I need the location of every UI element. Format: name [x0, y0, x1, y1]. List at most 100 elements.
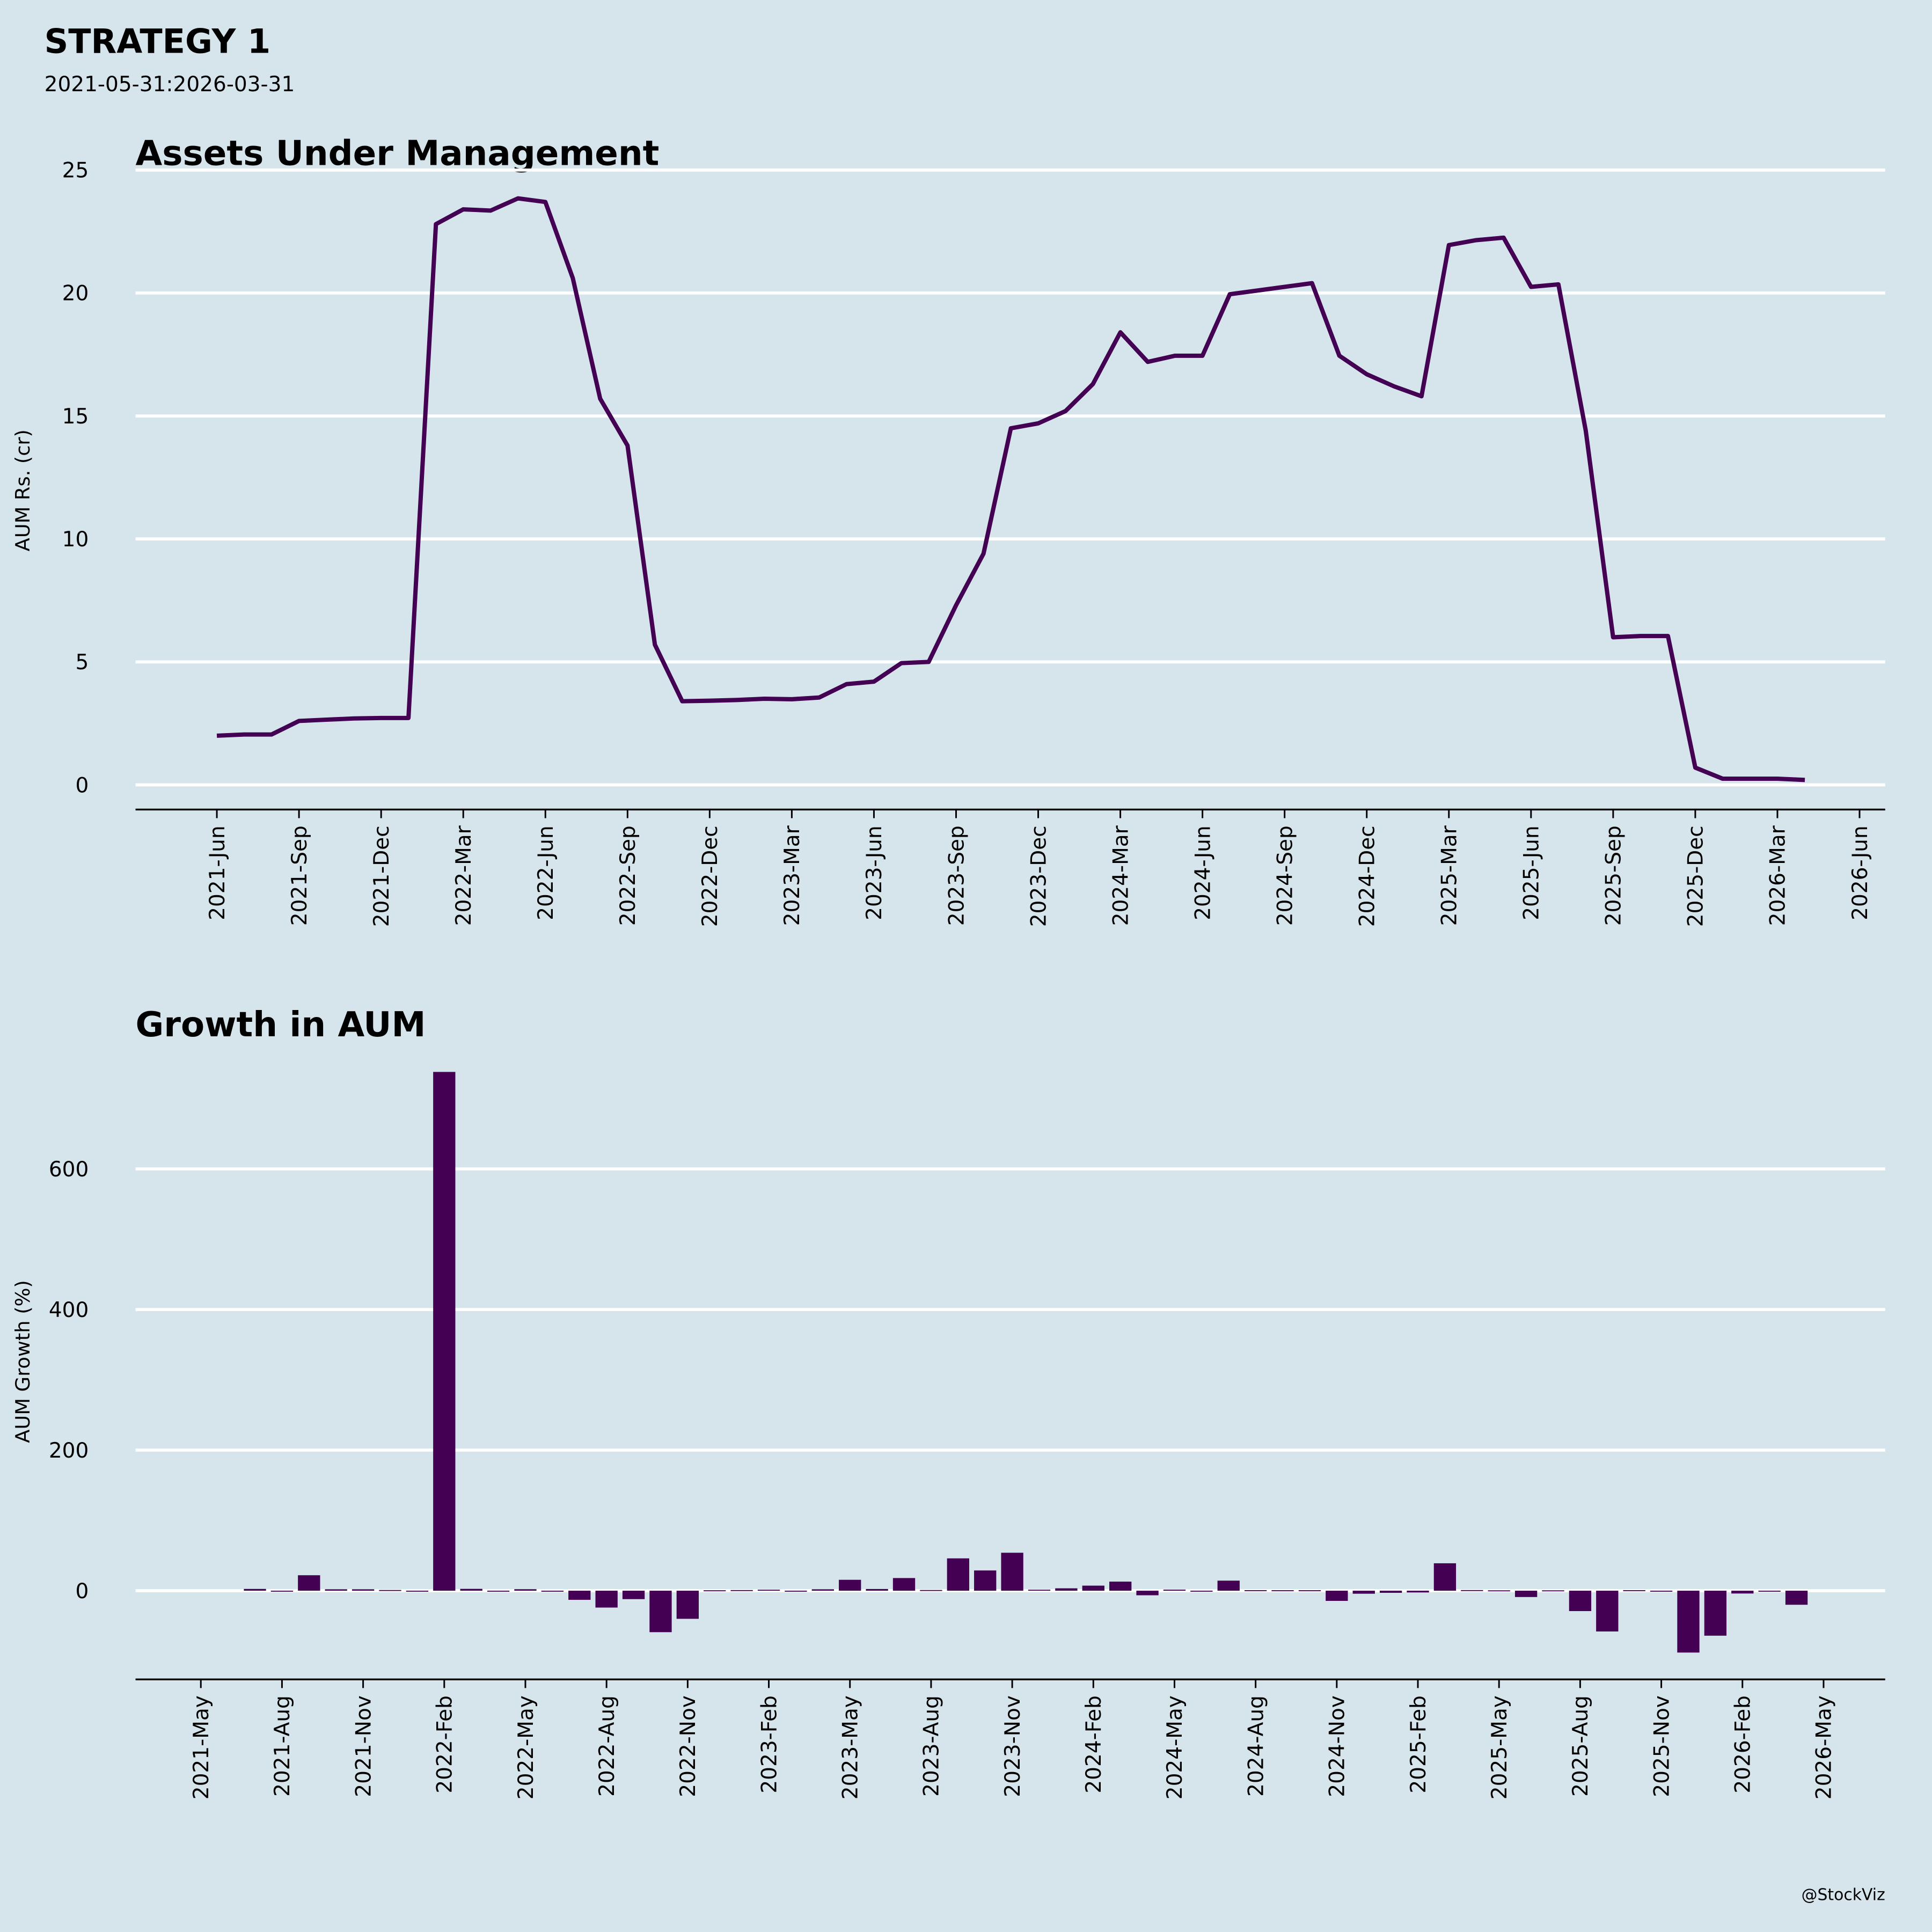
growth-bar: [1650, 1591, 1673, 1592]
y-tick-label: 25: [62, 159, 89, 183]
y-tick-label: 400: [49, 1298, 89, 1322]
x-tick-label: 2023-Aug: [920, 1695, 944, 1797]
growth-bar: [1190, 1591, 1213, 1592]
growth-bar: [785, 1591, 807, 1592]
growth-bar: [839, 1579, 861, 1591]
x-tick-label: 2025-Mar: [1438, 825, 1462, 926]
growth-bar: [1596, 1591, 1619, 1632]
x-tick-label: 2022-Nov: [676, 1695, 700, 1797]
growth-bar: [1623, 1590, 1645, 1591]
x-tick-label: 2021-Sep: [288, 825, 312, 926]
growth-bar: [1407, 1591, 1429, 1593]
x-tick-label: 2026-Feb: [1731, 1695, 1755, 1793]
x-tick-label: 2024-Feb: [1082, 1695, 1106, 1793]
x-tick-label: 2025-Nov: [1650, 1695, 1674, 1797]
growth-bar: [1542, 1590, 1564, 1592]
x-tick-label: 2021-Jun: [206, 825, 230, 920]
x-tick-label: 2025-Aug: [1569, 1695, 1593, 1797]
growth-bar: [811, 1589, 834, 1591]
growth-bar: [1271, 1590, 1294, 1591]
x-tick-label: 2022-Jun: [534, 825, 558, 920]
growth-bar: [270, 1591, 294, 1592]
growth-bar: [568, 1591, 591, 1600]
x-tick-label: 2024-Jun: [1191, 825, 1215, 920]
x-tick-label: 2024-Mar: [1109, 825, 1133, 926]
growth-bar: [757, 1590, 780, 1591]
x-tick-label: 2021-Nov: [352, 1695, 376, 1797]
growth-bar: [1514, 1591, 1538, 1597]
growth-bar: [1326, 1591, 1348, 1601]
growth-bar: [1082, 1585, 1104, 1591]
x-tick-label: 2023-Dec: [1027, 825, 1051, 927]
growth-bar: [1055, 1588, 1078, 1591]
growth-bar: [947, 1558, 969, 1591]
growth-bar: [406, 1591, 429, 1592]
growth-chart: 0 200 400 600 2021-May 2021-Aug 2021-Nov 2022-F…: [49, 1072, 1885, 1799]
growth-bar: [1433, 1563, 1457, 1591]
growth-bar: [892, 1578, 916, 1591]
aum-line: [216, 196, 1805, 782]
page-subtitle: 2021-05-31:2026-03-31: [45, 72, 295, 97]
x-tick-label: 2022-Sep: [616, 825, 640, 926]
chart-title-growth: Growth in AUM: [136, 1005, 426, 1045]
x-tick-label: 2024-Dec: [1356, 825, 1380, 927]
x-tick-label: 2023-May: [839, 1695, 863, 1799]
growth-bar: [1461, 1590, 1483, 1591]
credit: @StockViz: [1802, 1885, 1885, 1904]
growth-bar: [487, 1591, 510, 1592]
x-tick-label: 2022-Mar: [452, 825, 476, 926]
growth-bar: [1244, 1590, 1267, 1591]
y-tick-label: 0: [75, 1579, 89, 1604]
x-tick-label: 2025-Jun: [1520, 825, 1544, 920]
growth-bar: [298, 1575, 320, 1591]
growth-bar: [1731, 1591, 1754, 1594]
y-tick-label: 5: [75, 650, 89, 675]
growth-bar: [1136, 1591, 1159, 1596]
growth-bar: [460, 1589, 482, 1591]
growth-bar: [649, 1591, 672, 1633]
growth-bar: [676, 1591, 699, 1619]
growth-bar: [622, 1591, 645, 1599]
x-tick-label: 2024-Nov: [1326, 1695, 1350, 1797]
x-tick-label: 2025-Feb: [1407, 1695, 1431, 1793]
x-tick-label: 2026-Jun: [1848, 825, 1872, 920]
x-tick-label: 2026-May: [1812, 1695, 1836, 1799]
x-tick-label: 2023-Nov: [1001, 1695, 1025, 1797]
growth-bar: [866, 1589, 888, 1591]
x-tick-label: 2023-Sep: [945, 825, 969, 926]
growth-bar: [1677, 1591, 1700, 1653]
growth-bar: [974, 1570, 997, 1591]
y-tick-label: 200: [49, 1439, 89, 1463]
growth-bar: [1298, 1590, 1321, 1591]
growth-bar: [1488, 1590, 1510, 1592]
x-tick-label: 2025-Sep: [1602, 825, 1626, 926]
y-tick-label: 20: [62, 282, 89, 306]
x-tick-label: 2022-Aug: [595, 1695, 619, 1797]
growth-bar: [1569, 1591, 1592, 1612]
growth-bar: [920, 1590, 942, 1591]
growth-bar: [1352, 1591, 1375, 1594]
page-title: STRATEGY 1: [45, 22, 270, 61]
growth-bar: [730, 1590, 753, 1591]
y-tick-label: 15: [62, 405, 89, 429]
growth-bar: [514, 1589, 537, 1591]
growth-bar: [352, 1589, 375, 1591]
aum-chart: 0 5 10 15 20 25 2021-Jun 2021-Sep 2021-Dec 2022-M…: [62, 159, 1885, 927]
y-axis-label-aum: AUM Rs. (cr): [11, 429, 34, 551]
x-tick-label: 2022-May: [514, 1695, 538, 1799]
growth-bar: [1001, 1553, 1023, 1591]
x-tick-label: 2026-Mar: [1766, 825, 1790, 926]
y-tick-label: 10: [62, 528, 89, 552]
y-tick-label: 0: [75, 773, 89, 797]
x-tick-label: 2022-Feb: [433, 1695, 457, 1793]
x-tick-label: 2024-May: [1163, 1695, 1187, 1799]
growth-bar: [1163, 1590, 1186, 1591]
growth-bar: [433, 1072, 456, 1591]
x-tick-label: 2025-May: [1488, 1695, 1512, 1799]
x-tick-label: 2022-Dec: [698, 825, 722, 927]
growth-bar: [541, 1591, 564, 1592]
x-tick-label: 2024-Aug: [1244, 1695, 1268, 1797]
growth-bar: [244, 1589, 266, 1591]
